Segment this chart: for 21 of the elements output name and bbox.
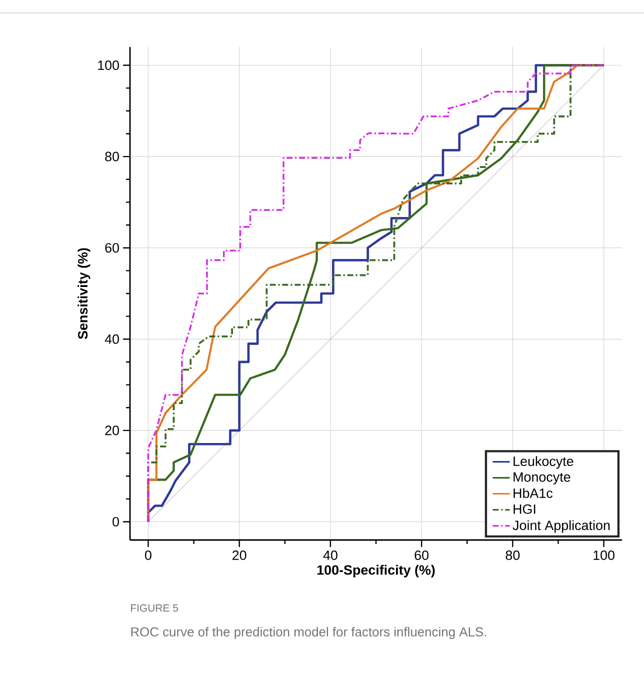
- y-tick-label: 80: [105, 152, 119, 162]
- legend-label: HGI: [514, 504, 536, 514]
- x-tick-label: 40: [323, 550, 338, 560]
- y-tick-label: 100: [98, 60, 119, 70]
- x-tick-label: 60: [414, 550, 429, 560]
- legend-label: Joint Application: [512, 520, 610, 533]
- x-axis-title: 100-Specificity (%): [317, 564, 435, 578]
- y-axis-title: Sensitivity (%): [78, 248, 90, 340]
- x-tick-label: 0: [145, 550, 152, 560]
- x-tick-label: 100: [594, 550, 614, 560]
- text: ROC curve of the prediction model for factors influencing ALS.: [131, 626, 486, 640]
- legend-label: Monocyte: [514, 472, 570, 484]
- x-tick-label: 80: [506, 550, 520, 560]
- legend-label: Leukocyte: [514, 456, 574, 469]
- caption: FIGURE 5: [131, 604, 178, 612]
- x-tick-label: 20: [232, 550, 246, 560]
- y-tick-label: 0: [112, 516, 119, 526]
- y-tick-label: 40: [104, 334, 119, 344]
- legend-label: HbA1c: [514, 488, 553, 498]
- y-tick-label: 60: [105, 243, 119, 253]
- y-tick-label: 20: [105, 426, 119, 436]
